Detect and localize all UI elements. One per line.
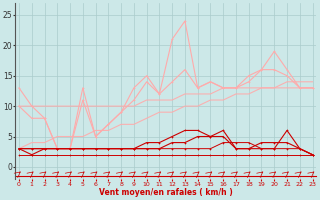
X-axis label: Vent moyen/en rafales ( km/h ): Vent moyen/en rafales ( km/h ) xyxy=(99,188,233,197)
